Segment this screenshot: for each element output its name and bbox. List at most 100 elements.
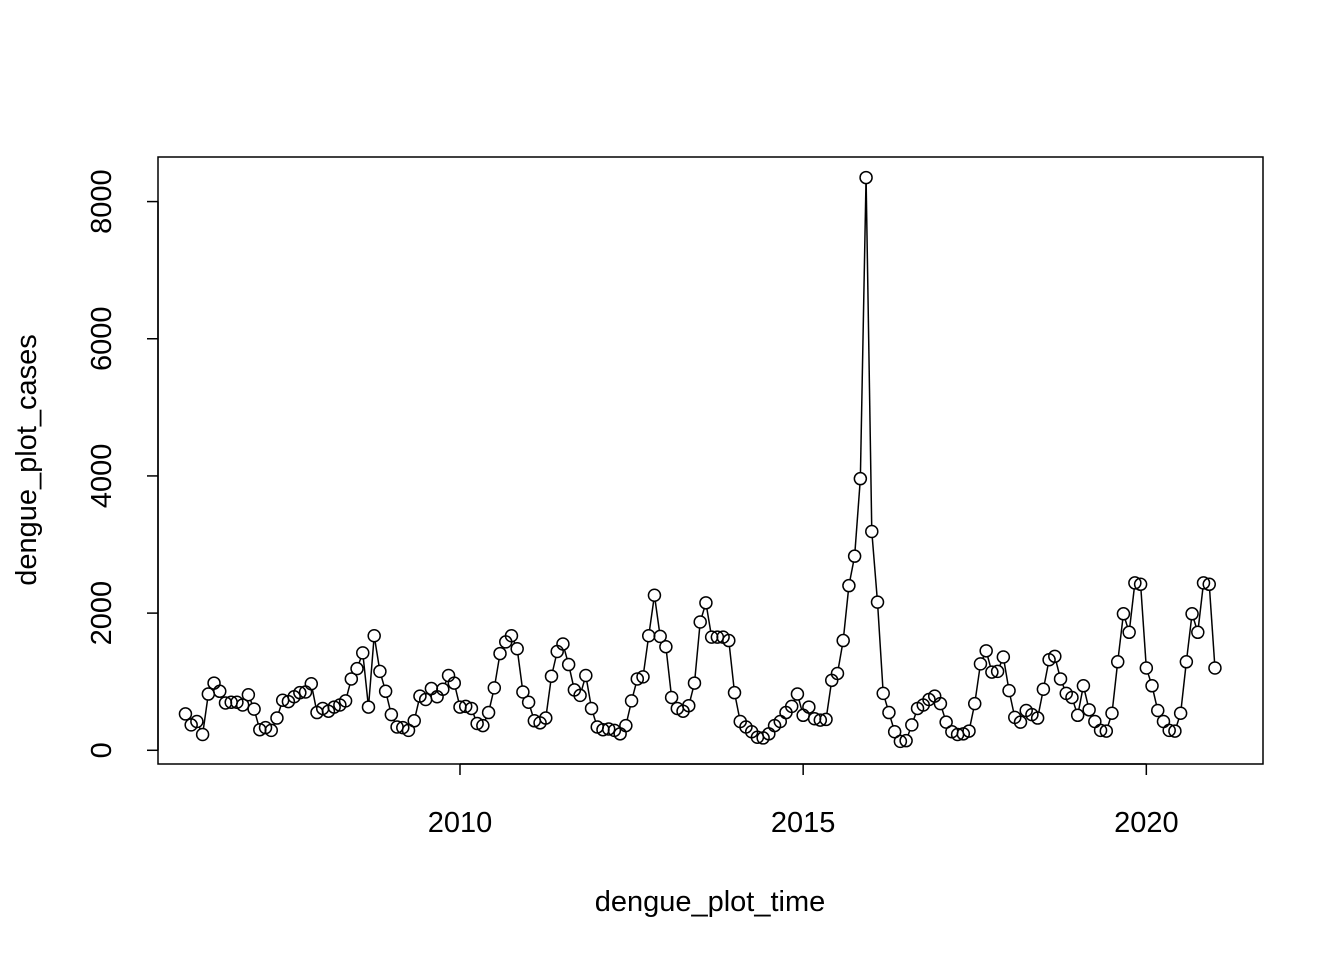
series-line-segment <box>1147 673 1151 681</box>
data-point <box>973 657 988 671</box>
data-point <box>630 672 645 686</box>
data-point <box>270 711 284 725</box>
series-line-segment <box>974 669 981 698</box>
data-point <box>1048 649 1062 664</box>
series-line-segment <box>529 707 534 716</box>
series-line-segment <box>1180 667 1187 708</box>
data-point <box>464 701 479 716</box>
series-line-segment <box>374 641 380 666</box>
data-point <box>790 687 805 701</box>
data-point <box>899 733 913 748</box>
series-line-segment <box>871 537 878 597</box>
series-line-segment <box>701 608 705 617</box>
data-point <box>893 734 908 749</box>
y-tick-label: 8000 <box>86 169 118 234</box>
data-point <box>1070 708 1085 723</box>
data-point <box>933 696 948 711</box>
data-point <box>481 705 496 720</box>
data-point <box>887 725 902 739</box>
y-tick-label: 4000 <box>86 444 118 509</box>
data-point <box>859 170 873 185</box>
data-point <box>1065 690 1079 705</box>
series-line-segment <box>368 641 375 702</box>
series-line-segment <box>689 688 694 701</box>
x-axis-label: dengue_plot_time <box>595 886 826 918</box>
series-line-segment <box>728 646 735 687</box>
data-point <box>350 661 364 676</box>
data-point <box>373 664 387 679</box>
data-point <box>344 672 359 686</box>
series-line-segment <box>1107 718 1111 726</box>
data-point <box>470 716 484 731</box>
series-line-segment <box>358 658 362 664</box>
data-point <box>1099 724 1114 738</box>
data-point <box>996 650 1011 664</box>
series-line-segment <box>1038 694 1043 713</box>
data-point <box>842 578 856 593</box>
x-tick-label: 2015 <box>771 807 836 839</box>
data-point <box>293 685 307 700</box>
y-tick-label: 0 <box>86 742 118 758</box>
data-point <box>476 718 490 733</box>
data-point <box>1162 723 1176 738</box>
series-line-segment <box>1176 718 1180 726</box>
data-point <box>1179 655 1194 669</box>
data-point <box>659 639 673 654</box>
data-point <box>1185 607 1199 621</box>
data-point <box>876 686 890 701</box>
series-line-segment <box>913 713 917 720</box>
data-point <box>687 676 702 690</box>
data-point <box>819 712 833 727</box>
series-line-segment <box>278 705 282 713</box>
series-line-segment <box>1078 691 1084 710</box>
data-point <box>853 471 868 486</box>
series-line-segment <box>626 706 631 720</box>
data-point <box>1151 703 1165 718</box>
data-point <box>636 670 650 684</box>
series-line-segment <box>877 608 884 688</box>
series-line-segment <box>592 713 597 722</box>
data-point <box>1030 711 1045 725</box>
x-axis: 2010 2015 2020 <box>428 763 1179 839</box>
data-point <box>178 707 193 721</box>
series-line-segment <box>826 686 832 714</box>
data-point <box>556 637 570 651</box>
data-point <box>1173 706 1188 720</box>
data-point <box>784 699 799 714</box>
data-point <box>1013 715 1028 729</box>
data-point <box>619 718 633 733</box>
series-line-segment <box>563 649 568 659</box>
data-point <box>693 615 707 629</box>
series-line-segment <box>694 627 701 678</box>
series-line-segment <box>311 689 317 707</box>
data-point <box>722 633 736 648</box>
data-point <box>967 696 982 711</box>
data-point <box>1191 625 1205 640</box>
data-point <box>407 714 421 728</box>
data-point <box>1145 679 1159 693</box>
data-point <box>304 677 319 691</box>
series-line-segment <box>643 641 649 672</box>
data-point <box>436 682 450 696</box>
series-line-segment <box>706 608 712 632</box>
series-line-segment <box>581 681 585 690</box>
data-point <box>384 707 399 722</box>
series-line-segment <box>545 682 552 713</box>
series-line-segment <box>632 684 637 696</box>
data-point <box>870 595 885 609</box>
y-axis-label: dengue_plot_cases <box>11 334 43 586</box>
series-line-segment <box>854 484 861 551</box>
data-point <box>962 724 976 738</box>
data-point <box>356 646 370 660</box>
data-point <box>539 711 553 725</box>
data-point <box>493 646 507 661</box>
series-line-segment <box>987 656 992 667</box>
series-line-segment <box>734 698 740 716</box>
data-point <box>584 701 599 716</box>
y-axis: 0 2000 4000 6000 8000 <box>86 169 159 758</box>
data-point <box>401 723 416 738</box>
data-point <box>682 698 696 713</box>
data-point <box>1168 724 1182 738</box>
